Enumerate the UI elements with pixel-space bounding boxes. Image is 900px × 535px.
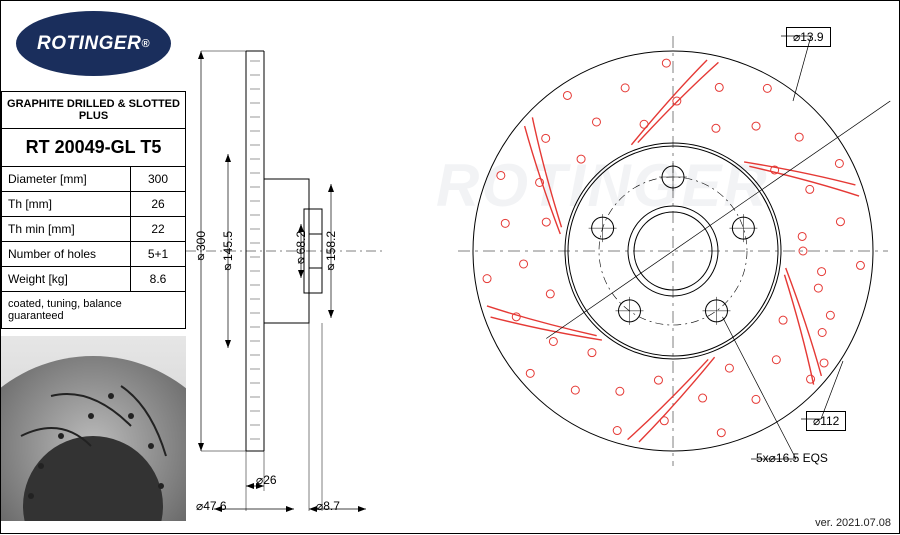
part-number: RT 20049-GL T5	[2, 129, 186, 167]
brand-logo: ROTINGER®	[16, 11, 171, 76]
technical-drawing: ROTINGER ⌀300 ⌀145.5 ⌀68.2 ⌀158.2 ⌀26 ⌀4…	[186, 1, 900, 535]
spec-label: Weight [kg]	[2, 267, 131, 292]
dim-d158-2: ⌀158.2	[324, 231, 338, 275]
dim-d8-7: ⌀8.7	[316, 499, 340, 513]
dim-d145-5: ⌀145.5	[221, 231, 235, 275]
spec-label: Th min [mm]	[2, 217, 131, 242]
spec-value: 5+1	[131, 242, 186, 267]
dim-d300: ⌀300	[194, 231, 208, 265]
spec-label: Number of holes	[2, 242, 131, 267]
product-type: GRAPHITE DRILLED & SLOTTED PLUS	[2, 92, 186, 129]
spec-label: Th [mm]	[2, 192, 131, 217]
spec-table: GRAPHITE DRILLED & SLOTTED PLUS RT 20049…	[1, 91, 186, 329]
version-label: ver. 2021.07.08	[815, 517, 891, 529]
spec-value: 22	[131, 217, 186, 242]
dim-d112: ⌀112	[806, 411, 846, 431]
dim-d26: ⌀26	[256, 473, 277, 487]
spec-value: 8.6	[131, 267, 186, 292]
disc-photo-preview	[1, 336, 186, 521]
spec-value: 300	[131, 167, 186, 192]
spec-label: Diameter [mm]	[2, 167, 131, 192]
brand-text: ROTINGER	[37, 33, 141, 55]
spec-notes: coated, tuning, balance guaranteed	[2, 292, 186, 329]
reg-mark: ®	[141, 38, 150, 50]
dim-d47-6: ⌀47.6	[196, 499, 227, 513]
dim-d13-9: ⌀13.9	[786, 27, 831, 47]
dim-d68-2: ⌀68.2	[294, 231, 308, 268]
spec-value: 26	[131, 192, 186, 217]
dim-bolt: 5x⌀16.5 EQS	[756, 451, 828, 465]
